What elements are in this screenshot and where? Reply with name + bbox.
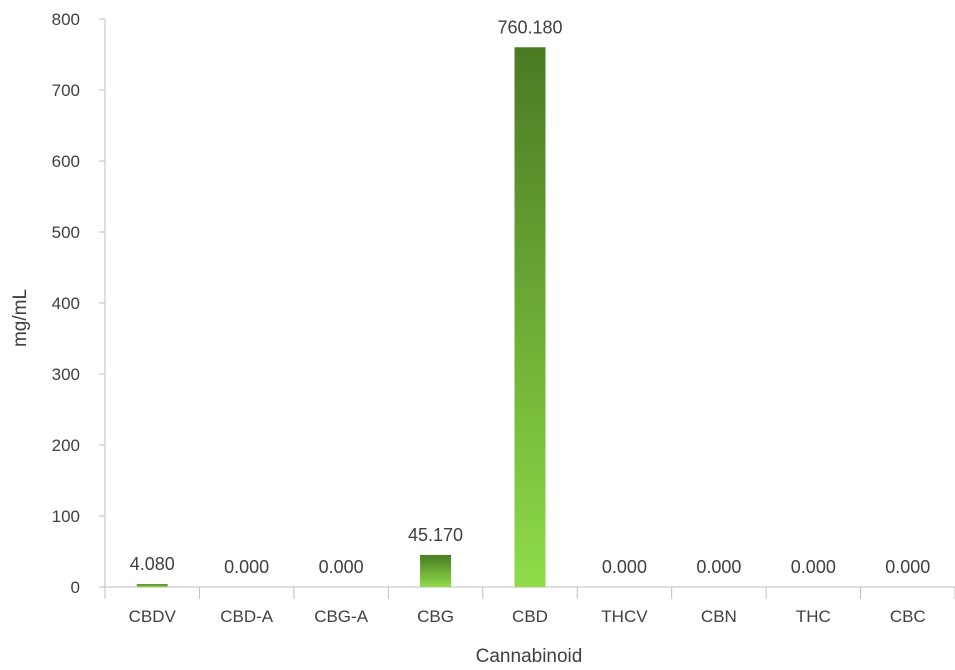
data-label-thc: 0.000 [791, 557, 836, 577]
x-tick-label: CBC [890, 607, 926, 626]
x-tick-label: CBD-A [220, 607, 274, 626]
y-tick-label: 200 [52, 436, 80, 455]
y-tick-label: 300 [52, 365, 80, 384]
y-tick-label: 500 [52, 223, 80, 242]
y-tick-label: 700 [52, 81, 80, 100]
data-labels: 4.080 0.000 0.000 45.170 760.180 0.000 0.000 0.… [130, 17, 931, 577]
y-tick-label: 0 [71, 578, 80, 597]
data-label-cbn: 0.000 [696, 557, 741, 577]
data-label-thcv: 0.000 [602, 557, 647, 577]
x-axis-title: Cannabinoid [476, 646, 583, 667]
x-tick-label: CBN [701, 607, 737, 626]
y-tick-label: 600 [52, 152, 80, 171]
bar-cbg [420, 554, 452, 587]
data-label-cbd-a: 0.000 [224, 557, 269, 577]
x-tick-label: CBG-A [314, 607, 369, 626]
y-axis-title: mg/mL [10, 289, 31, 347]
y-axis: 0 100 200 300 400 500 600 700 800 [52, 10, 106, 597]
bars [136, 47, 546, 587]
x-tick-label: THCV [601, 607, 648, 626]
y-tick-label: 400 [52, 294, 80, 313]
x-tick-label: THC [796, 607, 831, 626]
data-label-cbd: 760.180 [497, 17, 562, 37]
x-tick-label: CBG [417, 607, 454, 626]
y-tick-label: 100 [52, 507, 80, 526]
x-tick-label: CBD [512, 607, 548, 626]
x-tick-label: CBDV [129, 607, 177, 626]
bar-cbdv [136, 584, 168, 587]
y-tick-label: 800 [52, 10, 80, 29]
data-label-cbg: 45.170 [408, 525, 463, 545]
data-label-cbc: 0.000 [885, 557, 930, 577]
x-axis: CBDV CBD-A CBG-A CBG CBD THCV CBN THC CBC [104, 586, 955, 626]
data-label-cbg-a: 0.000 [319, 557, 364, 577]
data-label-cbdv: 4.080 [130, 554, 175, 574]
bar-cbd [514, 47, 546, 587]
